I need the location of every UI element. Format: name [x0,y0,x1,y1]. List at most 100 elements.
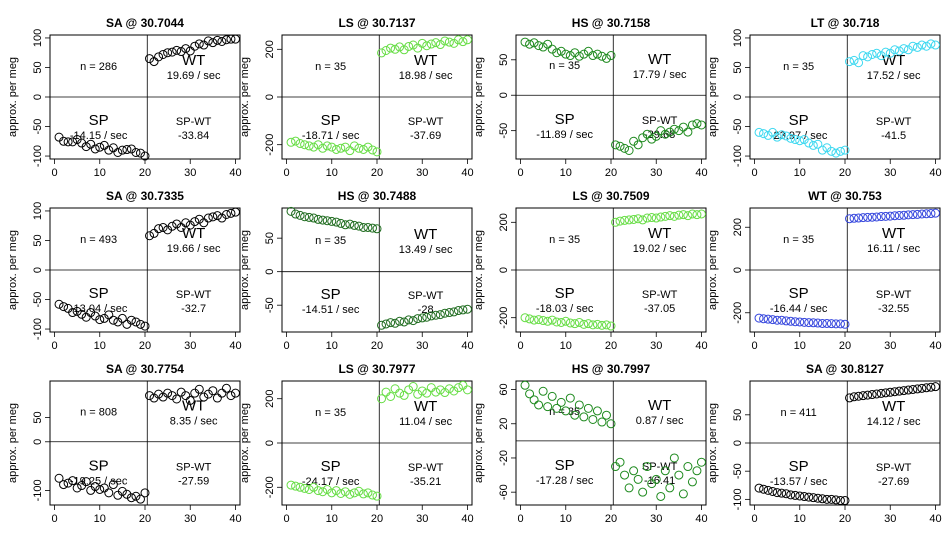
sp-data-point [345,146,355,156]
wt-data-point [440,308,450,318]
wt-rate-label: 8.35 / sec [170,415,218,427]
sp-data-point [81,142,91,152]
sp-data-point [588,51,598,61]
wt-data-point [390,318,400,328]
wt-region-label: WT [648,51,671,68]
chart-panel: LS @ 30.7509 approx. per meg 200 0 -200 0 10 20… [473,189,708,352]
sp-data-point [799,492,809,502]
sp-data-point [817,145,827,155]
wt-data-point [194,39,204,49]
x-tick-label: 10 [94,513,106,525]
sp-data-point [95,315,105,325]
diff-label: SP-WT [408,290,444,302]
wt-data-point [163,48,173,58]
wt-rate-label: 17.52 / sec [867,70,921,82]
wt-data-point [615,216,625,226]
sp-data-point [104,310,114,320]
wt-data-point [651,213,661,223]
wt-data-point [462,35,472,45]
chart-title: LS @ 30.7977 [338,362,415,376]
sp-data-point [534,315,544,325]
sp-data-point [588,414,598,424]
y-axis-label: approx. per meg [239,403,251,483]
wt-data-point [181,218,191,228]
sp-data-point [54,473,64,483]
wt-data-point [687,477,697,487]
wt-data-point [444,37,454,47]
sp-data-point [817,494,827,504]
sp-data-point [592,406,602,416]
wt-data-point [149,228,159,238]
chart-title: HS @ 30.7488 [338,189,417,203]
sp-data-point [300,483,310,493]
sp-data-point [86,139,96,149]
y-axis-label: approx. per meg [473,57,485,137]
wt-data-point [692,210,702,220]
sp-data-point [754,313,764,323]
sp-data-point [304,212,314,222]
diff-value: -32.7 [181,303,206,315]
sp-data-point [286,480,296,490]
wt-data-point [615,141,625,151]
sp-data-point [543,39,553,49]
sp-data-point [574,51,584,61]
sp-region-label: SP [89,285,109,302]
wt-region-label: WT [882,398,905,415]
x-tick-label: 20 [139,340,151,352]
sp-region-label: SP [789,112,809,129]
sp-data-point [592,49,602,59]
sp-data-point [565,51,575,61]
n-count-label: n = 35 [549,406,580,418]
y-axis-label: approx. per meg [473,230,485,310]
chart-panel: LS @ 30.7137 approx. per meg 200 0 -200 0 10 20… [239,16,474,179]
sp-data-point [759,314,769,324]
x-tick-label: 40 [929,340,941,352]
wt-data-point [158,49,168,59]
sp-data-point [538,386,548,396]
sp-rate-label: -23.97 / sec [770,130,828,142]
diff-label: SP-WT [876,462,912,474]
wt-data-point [404,385,414,395]
sp-data-point [59,480,69,490]
sp-data-point [309,213,319,223]
wt-data-point [435,310,445,320]
x-tick-label: 40 [461,340,473,352]
wt-data-point [190,217,200,227]
sp-data-point [354,143,364,153]
wt-data-point [449,307,459,317]
wt-data-point [404,41,414,51]
sp-data-point [831,495,841,505]
wt-data-point [917,209,927,219]
sp-data-point [556,46,566,56]
wt-data-point [395,316,405,326]
chart-title: SA @ 30.7335 [106,189,184,203]
sp-data-point [295,210,305,220]
chart-title: LS @ 30.7137 [338,16,415,30]
wt-data-point [917,40,927,50]
wt-data-point [458,37,468,47]
wt-data-point [642,213,652,223]
x-tick-label: 30 [184,340,196,352]
sp-data-point [520,37,530,47]
sp-data-point [795,136,805,146]
y-tick-label: 0 [498,267,510,273]
wt-data-point [674,210,684,220]
wt-data-point [926,39,936,49]
sp-data-point [808,318,818,328]
wt-data-point [154,389,164,399]
sp-rate-label: -13.04 / sec [70,303,128,315]
sp-data-point [786,133,796,143]
wt-data-point [863,390,873,400]
wt-data-point [399,45,409,55]
y-tick-label: 100 [32,29,44,47]
sp-data-point [574,317,584,327]
wt-data-point [890,211,900,221]
y-tick-label: 50 [732,409,744,421]
y-tick-label: 200 [264,40,276,58]
sp-data-point [140,151,150,161]
x-tick-label: 0 [751,167,757,179]
y-tick-label: 50 [264,232,276,244]
wt-data-point [669,124,679,134]
sp-data-point [529,315,539,325]
sp-data-point [327,488,337,498]
